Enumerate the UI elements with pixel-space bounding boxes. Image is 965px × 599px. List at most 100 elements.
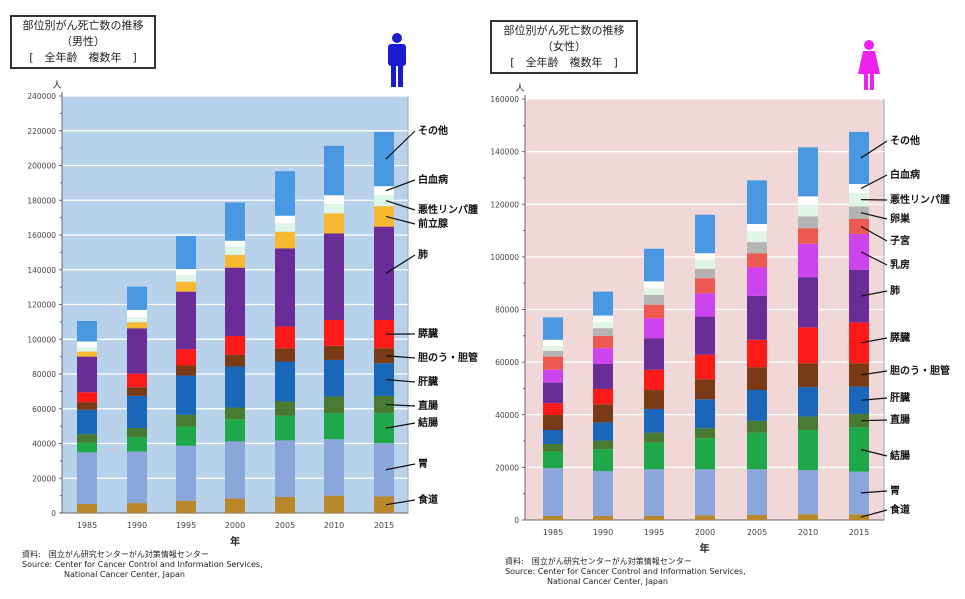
source-jp: 資料: 国立がん研究センターがん対策情報センター — [22, 550, 209, 559]
bar-segment-2005-11 — [747, 231, 767, 243]
x-tick-label: 1995 — [176, 521, 196, 530]
bar-segment-1990-2 — [127, 437, 147, 452]
bar-segment-1995-1 — [176, 445, 196, 501]
bar-segment-2010-7 — [798, 277, 818, 328]
bar-segment-2000-3 — [225, 407, 245, 420]
bar-segment-1990-13 — [593, 291, 613, 316]
bar-segment-2005-9 — [275, 223, 295, 232]
bar-segment-1985-9 — [543, 356, 563, 370]
x-tick-label: 1985 — [543, 528, 563, 537]
bar-segment-1990-0 — [127, 503, 147, 513]
bar-segment-2005-0 — [747, 515, 767, 520]
bar-segment-1985-10 — [543, 350, 563, 357]
bar-segment-2010-4 — [798, 387, 818, 417]
bar-segment-2010-11 — [798, 204, 818, 217]
x-axis-title: 年 — [700, 542, 710, 555]
bar-segment-2015-10 — [849, 206, 869, 219]
bar-segment-2010-12 — [798, 196, 818, 205]
bar-segment-2010-10 — [324, 195, 344, 205]
x-tick-label: 2015 — [849, 528, 869, 537]
bar-segment-2015-7 — [374, 226, 394, 320]
y-tick-label: 140000 — [27, 266, 56, 275]
bar-segment-2005-2 — [275, 415, 295, 441]
bar-segment-1990-1 — [593, 471, 613, 517]
series-label: 胃 — [890, 485, 900, 497]
leader-line — [385, 403, 416, 407]
bar-segment-2000-4 — [225, 366, 245, 408]
x-tick-label: 1990 — [593, 528, 613, 537]
bar-segment-1990-10 — [127, 309, 147, 318]
bar-segment-2010-5 — [798, 363, 818, 388]
y-tick-label: 100000 — [27, 335, 56, 344]
bar-segment-2015-11 — [849, 192, 869, 207]
bar-segment-2000-1 — [225, 441, 245, 499]
bar-segment-2015-5 — [849, 363, 869, 387]
y-tick-label: 40000 — [495, 411, 519, 420]
icon-leg — [864, 73, 868, 90]
bar-segment-2000-10 — [695, 268, 715, 279]
bar-segment-2015-2 — [374, 413, 394, 444]
bar-segment-2000-5 — [225, 354, 245, 367]
series-label: 悪性リンパ腫 — [418, 203, 478, 216]
source-en: Source: Center for Cancer Control and In… — [505, 567, 746, 576]
bar-segment-2005-1 — [747, 469, 767, 516]
bar-segment-1995-0 — [176, 500, 196, 513]
male-chart-title: 部位別がん死亡数の推移 （男性） [ 全年齢 複数年 ] — [10, 15, 156, 69]
bar-segment-2015-7 — [849, 269, 869, 323]
bar-segment-1995-2 — [644, 442, 664, 470]
bar-segment-2010-1 — [324, 439, 344, 496]
bar-segment-1995-10 — [644, 294, 664, 305]
bar-segment-1985-1 — [77, 452, 97, 504]
y-tick-label: 0 — [514, 516, 519, 525]
bar-segment-2015-0 — [849, 514, 869, 520]
bar-segment-2000-4 — [695, 399, 715, 429]
leader-line — [860, 212, 888, 220]
bar-segment-2015-9 — [374, 195, 394, 207]
bar-segment-2005-8 — [275, 231, 295, 249]
y-tick-label: 200000 — [27, 162, 56, 171]
bar-segment-1985-8 — [543, 369, 563, 383]
bar-segment-2000-0 — [225, 498, 245, 513]
leader-line — [860, 397, 888, 401]
bar-segment-1995-11 — [644, 288, 664, 295]
x-tick-label: 2015 — [374, 521, 394, 530]
leader-line — [860, 337, 888, 344]
y-tick-label: 160000 — [490, 95, 519, 104]
leader-line — [860, 140, 888, 159]
icon-head — [864, 40, 874, 50]
bar-segment-1990-7 — [127, 328, 147, 374]
bar-segment-1985-13 — [543, 317, 563, 340]
x-axis-title: 年 — [230, 535, 240, 548]
bar-segment-2010-8 — [798, 243, 818, 278]
bar-segment-1995-7 — [644, 338, 664, 370]
x-tick-label: 2005 — [275, 521, 295, 530]
bar-segment-1995-8 — [176, 281, 196, 292]
title-line: 部位別がん死亡数の推移 — [503, 24, 625, 37]
icon-head — [392, 33, 402, 43]
bar-segment-2010-7 — [324, 233, 344, 320]
leader-line — [385, 463, 416, 471]
bar-segment-2010-8 — [324, 213, 344, 234]
bar-segment-2005-1 — [275, 440, 295, 498]
y-tick-label: 80000 — [32, 370, 56, 379]
bar-segment-2015-6 — [374, 319, 394, 349]
x-tick-label: 2000 — [695, 528, 715, 537]
bar-segment-2010-11 — [324, 145, 344, 196]
bar-segment-1995-8 — [644, 318, 664, 339]
bar-segment-2000-8 — [695, 293, 715, 317]
bar-segment-1990-5 — [593, 404, 613, 423]
leader-line — [385, 179, 416, 192]
bar-segment-1985-2 — [543, 451, 563, 469]
leader-line — [385, 422, 416, 429]
leader-line — [385, 499, 416, 506]
bar-segment-2010-5 — [324, 345, 344, 360]
bar-segment-1985-7 — [543, 382, 563, 404]
leader-line — [860, 509, 888, 518]
bar-segment-2015-9 — [849, 218, 869, 234]
bar-segment-2000-6 — [225, 335, 245, 355]
bar-segment-1990-9 — [593, 335, 613, 349]
y-tick-label: 60000 — [495, 358, 519, 367]
bar-segment-1985-3 — [77, 434, 97, 443]
male-source-note: 資料: 国立がん研究センターがん対策情報センター Source: Center … — [22, 550, 263, 580]
bar-segment-1985-4 — [543, 430, 563, 444]
